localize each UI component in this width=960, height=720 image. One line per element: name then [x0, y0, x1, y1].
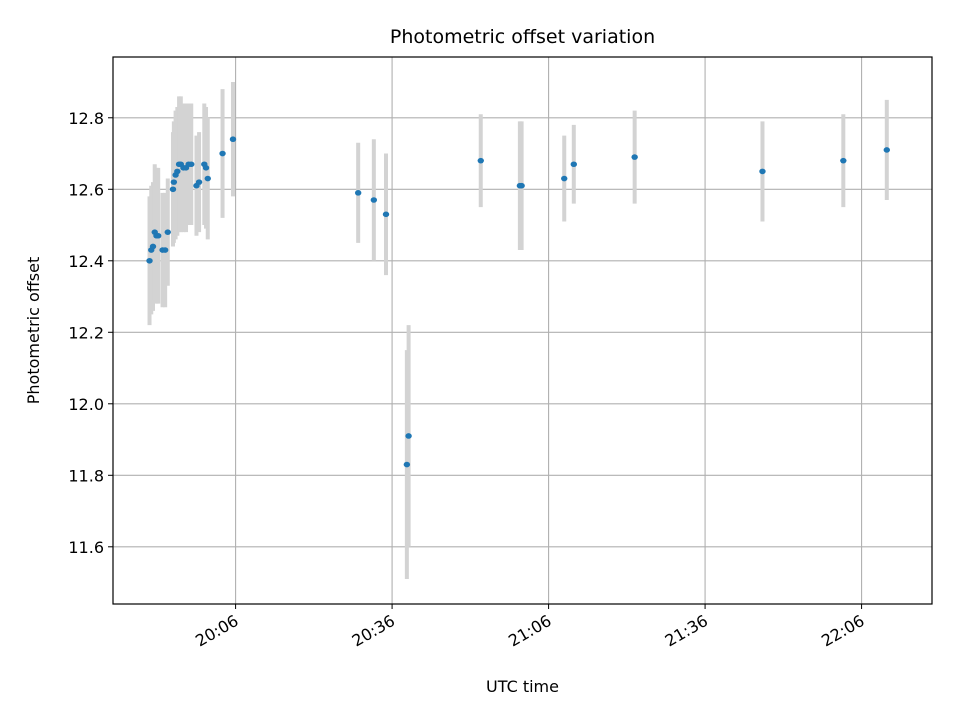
data-point	[354, 190, 362, 196]
data-point	[883, 147, 890, 153]
data-point	[202, 165, 210, 171]
data-point	[405, 433, 412, 439]
y-tick-label: 12.2	[68, 323, 104, 342]
data-point	[570, 161, 577, 168]
data-point	[477, 157, 484, 164]
data-point	[382, 211, 390, 218]
data-point	[146, 257, 153, 264]
data-point	[631, 154, 638, 160]
data-point	[174, 168, 181, 175]
data-point	[155, 232, 162, 239]
y-tick-label: 12.4	[68, 252, 104, 271]
data-point	[518, 182, 525, 189]
y-tick-label: 12.6	[68, 180, 104, 199]
data-points	[146, 136, 890, 468]
data-point	[195, 179, 203, 185]
y-tick-label: 11.6	[68, 538, 104, 557]
data-point	[370, 197, 378, 203]
data-point	[561, 175, 568, 182]
data-point	[188, 161, 195, 168]
data-point	[403, 461, 411, 468]
y-axis-label: Photometric offset	[24, 257, 43, 405]
data-point	[840, 157, 847, 164]
data-point	[204, 175, 211, 182]
y-tick-label: 12.0	[68, 395, 104, 414]
y-tick-label: 11.8	[68, 466, 104, 485]
data-point	[164, 229, 171, 235]
data-point	[149, 243, 157, 250]
x-axis-label: UTC time	[486, 677, 559, 696]
data-point	[170, 179, 178, 185]
y-tick-label: 12.8	[68, 109, 104, 128]
data-point	[219, 150, 226, 157]
data-point	[229, 136, 237, 143]
data-point	[759, 168, 766, 175]
data-point	[161, 247, 169, 253]
data-point	[169, 186, 177, 193]
grid	[113, 57, 932, 604]
chart-title: Photometric offset variation	[390, 26, 655, 48]
plot-frame	[112, 56, 933, 605]
